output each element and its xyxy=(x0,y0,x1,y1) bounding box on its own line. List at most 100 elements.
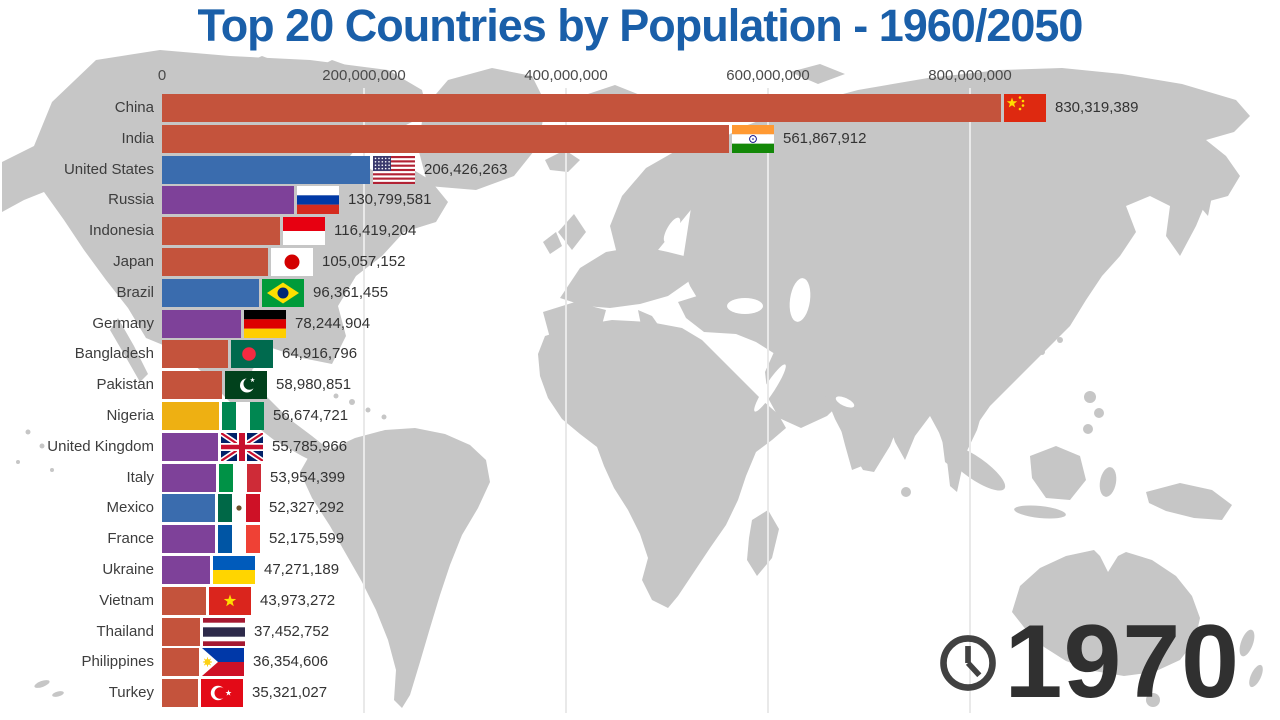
clock-icon xyxy=(939,635,996,691)
flag-pk-icon xyxy=(225,371,267,400)
bar-china xyxy=(162,94,1001,122)
bar-brazil xyxy=(162,278,259,307)
country-label-philippines: Philippines xyxy=(81,653,154,671)
value-label-china: 830,319,389 xyxy=(1055,99,1139,116)
value-label-bangladesh: 64,916,796 xyxy=(282,345,358,363)
flag-th-icon xyxy=(203,617,245,646)
value-label-france: 52,175,599 xyxy=(269,530,345,548)
flag-id-icon xyxy=(283,217,325,246)
bar-thailand xyxy=(162,617,200,646)
bar-india xyxy=(162,124,729,153)
value-label-united-kingdom: 55,785,966 xyxy=(272,437,348,455)
borneo xyxy=(1030,446,1086,500)
year-display: 1970 xyxy=(935,604,1240,720)
x-axis-tick: 200,000,000 xyxy=(322,67,406,84)
x-axis-tick: 800,000,000 xyxy=(928,67,1012,84)
bar-ukraine xyxy=(162,556,210,584)
country-label-indonesia: Indonesia xyxy=(88,222,154,240)
flag-it-icon xyxy=(219,463,261,492)
value-label-turkey: 35,321,027 xyxy=(252,684,328,702)
country-label-united-states: United States xyxy=(63,160,154,178)
value-label-russia: 130,799,581 xyxy=(348,191,432,209)
country-label-nigeria: Nigeria xyxy=(106,407,154,424)
value-label-mexico: 52,327,292 xyxy=(269,499,345,517)
country-label-thailand: Thailand xyxy=(96,622,154,640)
flag-ua-icon xyxy=(213,556,255,584)
country-label-united-kingdom: United Kingdom xyxy=(47,437,154,455)
value-label-pakistan: 58,980,851 xyxy=(276,376,352,394)
bar-united-states xyxy=(162,155,370,184)
australia xyxy=(1012,550,1200,676)
flag-us-icon xyxy=(373,155,415,184)
bar-indonesia xyxy=(162,217,280,246)
country-label-brazil: Brazil xyxy=(116,283,154,301)
flag-cn-icon xyxy=(1004,94,1046,122)
asia xyxy=(682,68,1250,470)
africa xyxy=(538,320,786,608)
flag-tr-icon xyxy=(201,679,243,708)
country-label-vietnam: Vietnam xyxy=(99,591,154,609)
india xyxy=(824,386,902,472)
flag-ng-icon xyxy=(222,402,264,430)
bar-italy xyxy=(162,463,216,492)
flag-br-icon xyxy=(262,278,304,307)
flag-fr-icon xyxy=(218,525,260,554)
value-label-philippines: 36,354,606 xyxy=(253,653,329,671)
bar-vietnam xyxy=(162,586,206,615)
chart-title: Top 20 Countries by Population - 1960/20… xyxy=(197,0,1084,51)
bar-bangladesh xyxy=(162,340,228,369)
europe xyxy=(560,246,700,308)
x-axis-tick: 0 xyxy=(157,67,167,84)
new-guinea xyxy=(1146,483,1232,520)
bar-russia xyxy=(162,186,294,215)
bar-philippines xyxy=(162,648,199,677)
flag-mx-icon xyxy=(218,494,260,523)
value-label-indonesia: 116,419,204 xyxy=(334,222,417,240)
bar-united-kingdom xyxy=(162,432,218,461)
country-label-bangladesh: Bangladesh xyxy=(74,345,154,363)
country-label-india: India xyxy=(121,129,154,147)
south-america xyxy=(300,428,490,708)
country-label-france: France xyxy=(107,530,154,548)
country-label-italy: Italy xyxy=(126,468,154,486)
value-label-united-states: 206,426,263 xyxy=(424,160,508,178)
scandinavia xyxy=(610,148,720,262)
value-label-ukraine: 47,271,189 xyxy=(264,561,340,578)
bar-pakistan xyxy=(162,371,222,400)
value-label-japan: 105,057,152 xyxy=(322,253,406,270)
country-label-mexico: Mexico xyxy=(106,499,154,517)
value-label-germany: 78,244,904 xyxy=(295,314,371,332)
country-label-pakistan: Pakistan xyxy=(96,376,154,394)
flag-de-icon xyxy=(244,309,286,338)
x-axis-tick: 400,000,000 xyxy=(524,67,608,84)
bar-france xyxy=(162,525,215,554)
year-label: 1970 xyxy=(1004,604,1240,720)
value-label-thailand: 37,452,752 xyxy=(254,622,330,640)
country-label-russia: Russia xyxy=(108,191,154,209)
country-label-germany: Germany xyxy=(92,314,154,332)
flag-vn-icon xyxy=(209,586,251,615)
bar-nigeria xyxy=(162,402,219,430)
bar-japan xyxy=(162,248,268,276)
country-label-ukraine: Ukraine xyxy=(102,561,154,578)
country-label-china: China xyxy=(114,99,154,116)
value-label-nigeria: 56,674,721 xyxy=(273,407,349,424)
value-label-india: 561,867,912 xyxy=(783,129,867,147)
bar-germany xyxy=(162,309,241,338)
value-label-italy: 53,954,399 xyxy=(270,468,346,486)
flag-ru-icon xyxy=(297,186,339,215)
flag-in-icon xyxy=(732,124,774,153)
flag-bd-icon xyxy=(231,340,273,369)
country-label-turkey: Turkey xyxy=(108,684,154,702)
flag-ph-icon xyxy=(202,648,244,677)
x-axis-tick: 600,000,000 xyxy=(726,67,810,84)
country-label-japan: Japan xyxy=(113,253,154,270)
madagascar xyxy=(747,510,779,576)
gridlines xyxy=(363,88,971,713)
bar-mexico xyxy=(162,494,215,523)
bar-turkey xyxy=(162,679,198,708)
value-label-vietnam: 43,973,272 xyxy=(260,591,336,609)
value-label-brazil: 96,361,455 xyxy=(313,283,389,301)
flag-jp-icon xyxy=(271,248,313,276)
